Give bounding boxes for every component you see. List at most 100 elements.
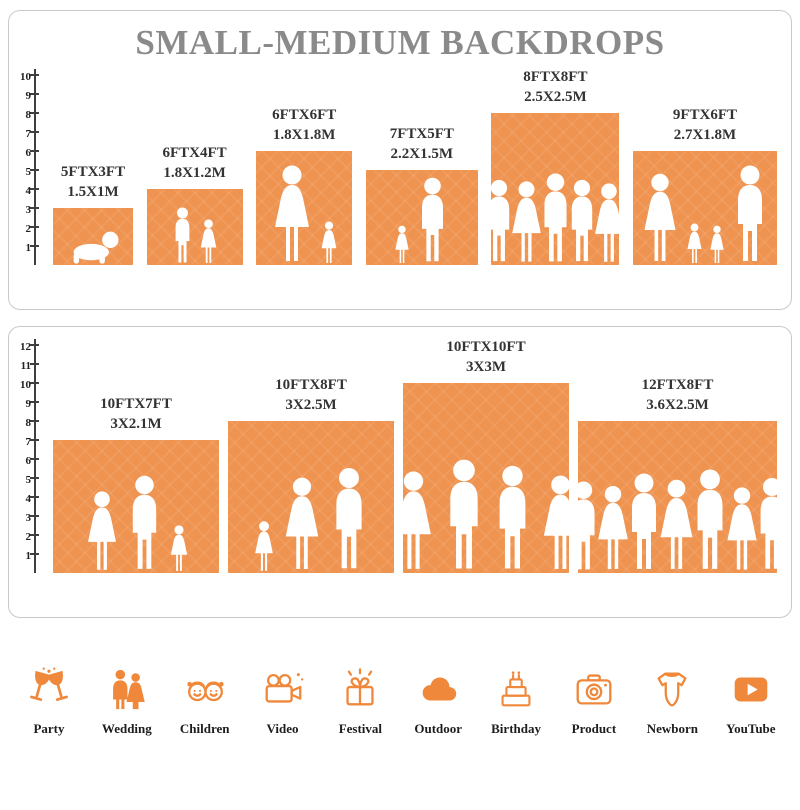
silhouette-woman: [87, 491, 116, 570]
ruler-tick: [30, 496, 39, 498]
size-feet-text: 10FTX8FT: [275, 377, 347, 393]
silhouette-man: [760, 477, 777, 569]
silhouette-girl: [710, 225, 725, 263]
backdrop-bar: [256, 151, 353, 265]
backdrop-size-label: 12FTX8FT 3.6X2.5M: [642, 376, 714, 415]
silhouette-man: [422, 177, 444, 262]
backdrop-size-infographic: SMALL-MEDIUM BACKDROPS 1 2 3 4 5 6 7 8 9 10 5FTX3F…: [0, 10, 800, 737]
size-feet-text: 6FTX6FT: [272, 107, 337, 123]
ruler-tick: [30, 112, 39, 114]
size-meters-text: 1.5X1M: [67, 183, 119, 200]
backdrop-bar: [228, 421, 394, 573]
ruler-tick: [30, 93, 39, 95]
people-silhouettes: [578, 469, 777, 573]
backdrop-size-label: 8FTX8FT 2.5X2.5M: [523, 68, 587, 107]
ruler-number: 9: [25, 398, 32, 410]
ruler-number: 8: [25, 109, 32, 121]
category-item: Party: [24, 666, 74, 737]
size-feet-text: 7FTX5FT: [389, 126, 454, 142]
backdrop-size-label: 10FTX10FT 3X3M: [446, 338, 525, 377]
category-row: Party Wedding Children Video Festival Outdoor…: [0, 666, 800, 737]
backdrop-item: 5FTX3FT 1.5X1M: [53, 163, 133, 265]
ruler-number: 7: [25, 128, 32, 140]
ruler-number: 4: [25, 185, 32, 197]
silhouette-boy: [175, 207, 189, 263]
category-label: YouTube: [726, 721, 776, 736]
category-label: Wedding: [101, 721, 152, 736]
ruler-tick: [30, 534, 39, 536]
silhouette-man: [544, 173, 567, 262]
ruler-number: 2: [25, 223, 32, 235]
size-meters-text: 3.6X2.5M: [646, 396, 709, 413]
ruler-number: 6: [25, 147, 32, 159]
newborn-icon: [657, 672, 687, 707]
category-item: Birthday: [491, 666, 541, 737]
ruler-tick: [30, 515, 39, 517]
people-silhouettes: [228, 467, 394, 573]
backdrop-item: 7FTX5FT 2.2X1.5M: [365, 125, 478, 265]
size-meters-text: 3X2.1M: [110, 415, 162, 432]
category-label: Video: [266, 721, 299, 736]
silhouette-woman: [726, 487, 757, 570]
ruler-tick: [30, 401, 39, 403]
backdrop-bar: [53, 208, 133, 265]
panel-medium-large: 1 2 3 4 5 6 7 8 9 10 11 12 10FTX7FT 3X2.1M 10FTX8FT 3X2…: [8, 326, 792, 618]
ruler-tick: [30, 169, 39, 171]
backdrop-size-label: 10FTX8FT 3X2.5M: [275, 376, 347, 415]
silhouette-man: [697, 469, 722, 569]
category-label: Newborn: [646, 721, 699, 736]
ruler-number: 9: [25, 90, 32, 102]
video-icon: [265, 673, 303, 703]
silhouette-woman: [595, 183, 620, 262]
backdrop-item: 10FTX7FT 3X2.1M: [53, 395, 219, 573]
silhouette-girl: [200, 219, 216, 263]
birthday-icon: [501, 671, 531, 707]
size-feet-text: 12FTX8FT: [641, 377, 714, 393]
size-feet-text: 6FTX4FT: [162, 145, 227, 161]
silhouette-girl: [321, 221, 337, 263]
ruler-number: 7: [25, 436, 32, 448]
ruler-number: 11: [20, 360, 31, 372]
silhouette-woman: [644, 173, 676, 261]
ruler-number: 3: [25, 512, 32, 524]
category-label: Outdoor: [414, 721, 463, 736]
backdrop-size-label: 6FTX6FT 1.8X1.8M: [272, 106, 336, 145]
people-silhouettes: [53, 475, 219, 573]
ruler-tick: [30, 150, 39, 152]
category-label: Birthday: [491, 721, 541, 736]
backdrop-size-label: 6FTX4FT 1.8X1.2M: [163, 144, 227, 183]
ruler-tick: [30, 553, 39, 555]
people-silhouettes: [147, 207, 243, 265]
ruler-tick: [30, 226, 39, 228]
ruler-number: 10: [20, 71, 31, 83]
ruler-number: 4: [25, 493, 32, 505]
ruler-number: 1: [25, 242, 32, 254]
silhouette-woman: [285, 477, 319, 569]
backdrop-item: 10FTX8FT 3X2.5M: [228, 376, 394, 573]
ruler-number: 5: [25, 474, 32, 486]
bars-row: 10FTX7FT 3X2.1M 10FTX8FT 3X2.5M 10FTX10FT 3X3…: [53, 338, 777, 573]
ruler-tick: [30, 207, 39, 209]
silhouette-baby: [73, 231, 119, 264]
ruler: 1 2 3 4 5 6 7 8 9 10 11 12: [15, 339, 45, 573]
people-silhouettes: [53, 231, 133, 265]
backdrop-bar: [146, 189, 243, 265]
backdrop-size-label: 9FTX6FT 2.7X1.8M: [673, 106, 737, 145]
silhouette-woman: [512, 181, 542, 262]
ruler-number: 3: [25, 204, 32, 216]
children-icon: [187, 681, 224, 702]
backdrop-bar: [53, 440, 219, 573]
silhouette-man: [132, 475, 156, 569]
backdrop-item: 6FTX6FT 1.8X1.8M: [256, 106, 353, 265]
ruler-tick: [30, 382, 39, 384]
backdrop-item: 12FTX8FT 3.6X2.5M: [578, 376, 777, 573]
silhouette-man: [336, 468, 362, 569]
category-item: Children: [180, 666, 230, 737]
silhouette-woman: [597, 485, 628, 569]
size-chart-small: 1 2 3 4 5 6 7 8 9 10 5FTX3FT 1.5X1M 6FTX4FT 1.8X1.2M 6…: [9, 11, 791, 309]
people-silhouettes: [491, 173, 620, 265]
size-feet-text: 10FTX7FT: [100, 396, 172, 412]
festival-icon: [346, 668, 374, 706]
silhouette-girl: [395, 225, 409, 263]
category-item: Product: [569, 666, 619, 737]
